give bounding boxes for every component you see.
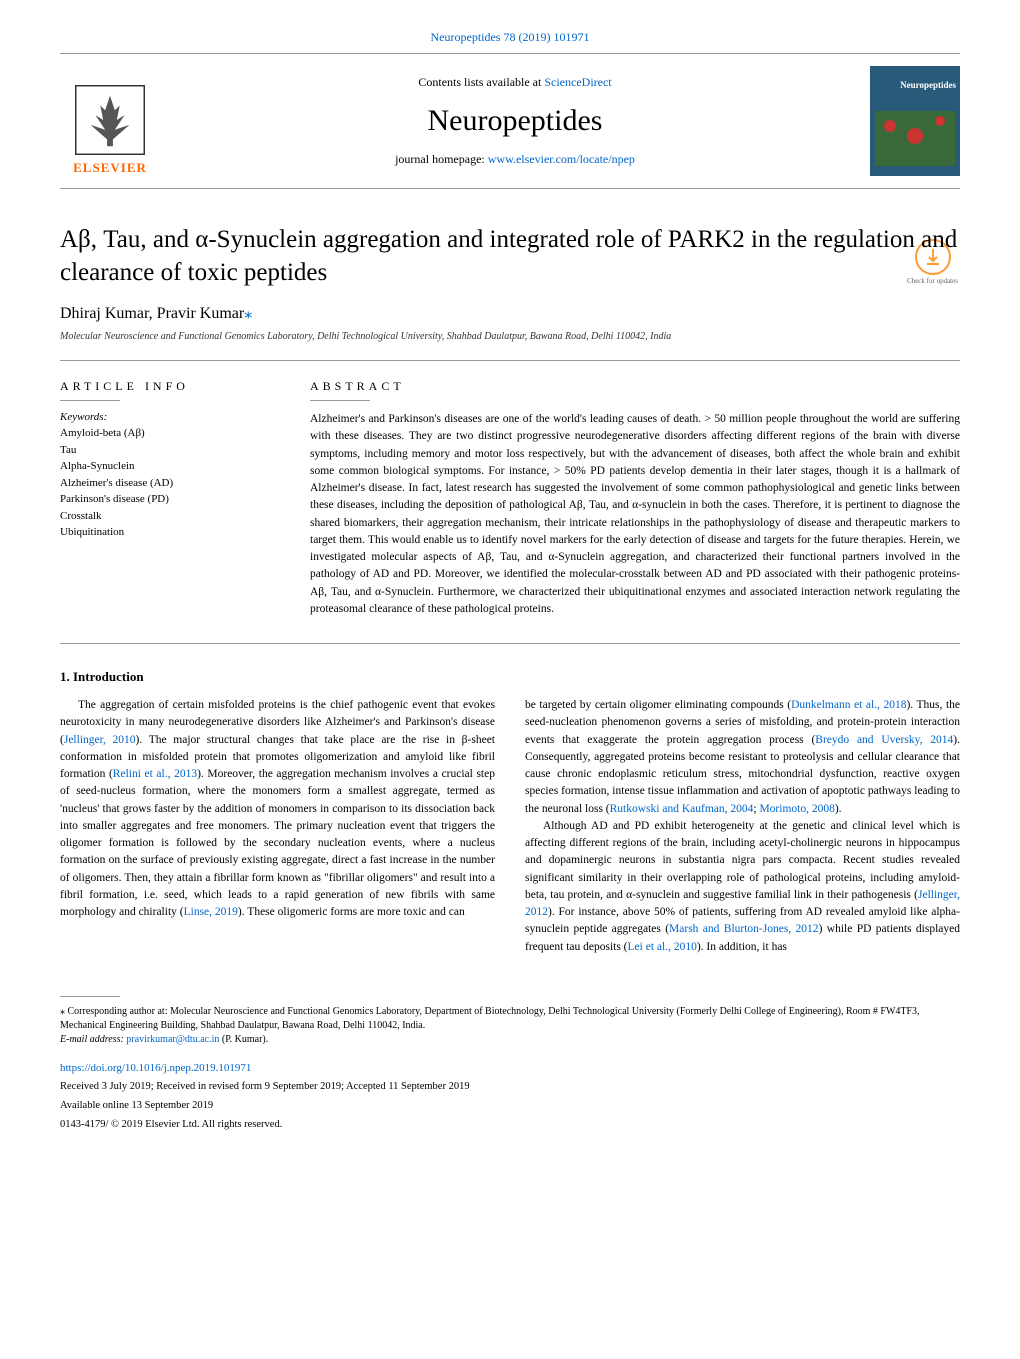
citation-link[interactable]: Dunkelmann et al., 2018: [791, 699, 906, 711]
body-column-left: The aggregation of certain misfolded pro…: [60, 697, 495, 956]
keyword-item: Alpha-Synuclein: [60, 458, 270, 475]
footer-divider: [60, 996, 120, 997]
footer: ⁎ Corresponding author at: Molecular Neu…: [60, 996, 960, 1132]
contents-line: Contents lists available at ScienceDirec…: [160, 75, 870, 90]
text-run: be targeted by certain oligomer eliminat…: [525, 699, 791, 711]
affiliation: Molecular Neuroscience and Functional Ge…: [60, 331, 960, 342]
abstract-divider: [310, 400, 370, 401]
check-updates-label: Check for updates: [905, 277, 960, 285]
citation-link[interactable]: Lei et al., 2010: [628, 941, 697, 953]
received-dates: Received 3 July 2019; Received in revise…: [60, 1080, 960, 1095]
intro-paragraph: Although AD and PD exhibit heterogeneity…: [525, 818, 960, 956]
contents-prefix: Contents lists available at: [418, 75, 544, 89]
citation-link[interactable]: Breydo and Uversky, 2014: [815, 734, 953, 746]
publisher-logo: ELSEVIER: [60, 66, 160, 176]
journal-cover: Neuropeptides: [870, 66, 960, 176]
abstract-heading: ABSTRACT: [310, 379, 960, 394]
keyword-item: Tau: [60, 442, 270, 459]
article-info-heading: ARTICLE INFO: [60, 379, 270, 394]
keyword-item: Crosstalk: [60, 508, 270, 525]
info-divider: [60, 400, 120, 401]
author-names: Dhiraj Kumar, Pravir Kumar: [60, 305, 244, 322]
keywords-label: Keywords:: [60, 411, 270, 423]
citation-link[interactable]: Jellinger, 2010: [64, 734, 136, 746]
homepage-link[interactable]: www.elsevier.com/locate/npep: [488, 152, 635, 166]
citation-link[interactable]: Neuropeptides 78 (2019) 101971: [431, 30, 590, 44]
homepage-prefix: journal homepage:: [395, 152, 488, 166]
text-run: ). These oligomeric forms are more toxic…: [238, 906, 465, 918]
keyword-item: Ubiquitination: [60, 524, 270, 541]
article-title: Aβ, Tau, and α-Synuclein aggregation and…: [60, 224, 960, 289]
keyword-item: Amyloid-beta (Aβ): [60, 425, 270, 442]
journal-header-box: ELSEVIER Contents lists available at Sci…: [60, 53, 960, 189]
intro-paragraph: be targeted by certain oligomer eliminat…: [525, 697, 960, 818]
cover-label: Neuropeptides: [900, 80, 956, 90]
keyword-item: Parkinson's disease (PD): [60, 491, 270, 508]
elsevier-tree-icon: [75, 85, 145, 155]
citation-link[interactable]: Rutkowski and Kaufman, 2004: [610, 803, 754, 815]
text-run: ). In addition, it has: [697, 941, 787, 953]
text-run: Although AD and PD exhibit heterogeneity…: [525, 820, 960, 901]
email-label: E-mail address:: [60, 1034, 126, 1045]
email-suffix: (P. Kumar).: [219, 1034, 268, 1045]
email-link[interactable]: pravirkumar@dtu.ac.in: [126, 1034, 219, 1045]
article-info-column: ARTICLE INFO Keywords: Amyloid-beta (Aβ)…: [60, 379, 270, 618]
section-heading: 1. Introduction: [60, 669, 960, 685]
homepage-line: journal homepage: www.elsevier.com/locat…: [160, 152, 870, 167]
divider: [60, 360, 960, 361]
authors: Dhiraj Kumar, Pravir Kumar⁎: [60, 303, 960, 323]
text-run: ). Moreover, the aggregation mechanism i…: [60, 768, 495, 918]
citation-link[interactable]: Relini et al., 2013: [113, 768, 197, 780]
citation-link[interactable]: Linse, 2019: [184, 906, 238, 918]
publisher-name: ELSEVIER: [73, 160, 147, 176]
body-divider: [60, 643, 960, 644]
header-center: Contents lists available at ScienceDirec…: [160, 75, 870, 167]
copyright: 0143-4179/ © 2019 Elsevier Ltd. All righ…: [60, 1118, 960, 1133]
doi-link[interactable]: https://doi.org/10.1016/j.npep.2019.1019…: [60, 1062, 251, 1074]
body-columns: The aggregation of certain misfolded pro…: [60, 697, 960, 956]
info-abstract-row: ARTICLE INFO Keywords: Amyloid-beta (Aβ)…: [60, 379, 960, 618]
abstract-text: Alzheimer's and Parkinson's diseases are…: [310, 411, 960, 618]
text-run: ).: [835, 803, 842, 815]
intro-paragraph: The aggregation of certain misfolded pro…: [60, 697, 495, 921]
citation-link[interactable]: Marsh and Blurton-Jones, 2012: [669, 923, 819, 935]
sciencedirect-link[interactable]: ScienceDirect: [544, 75, 611, 89]
corresponding-note: ⁎ Corresponding author at: Molecular Neu…: [60, 1005, 960, 1033]
keyword-item: Alzheimer's disease (AD): [60, 475, 270, 492]
journal-name: Neuropeptides: [160, 104, 870, 138]
abstract-column: ABSTRACT Alzheimer's and Parkinson's dis…: [310, 379, 960, 618]
email-line: E-mail address: pravirkumar@dtu.ac.in (P…: [60, 1033, 960, 1047]
body-column-right: be targeted by certain oligomer eliminat…: [525, 697, 960, 956]
citation-header: Neuropeptides 78 (2019) 101971: [60, 30, 960, 45]
available-date: Available online 13 September 2019: [60, 1099, 960, 1114]
corresponding-mark[interactable]: ⁎: [244, 305, 252, 322]
citation-link[interactable]: Morimoto, 2008: [759, 803, 834, 815]
